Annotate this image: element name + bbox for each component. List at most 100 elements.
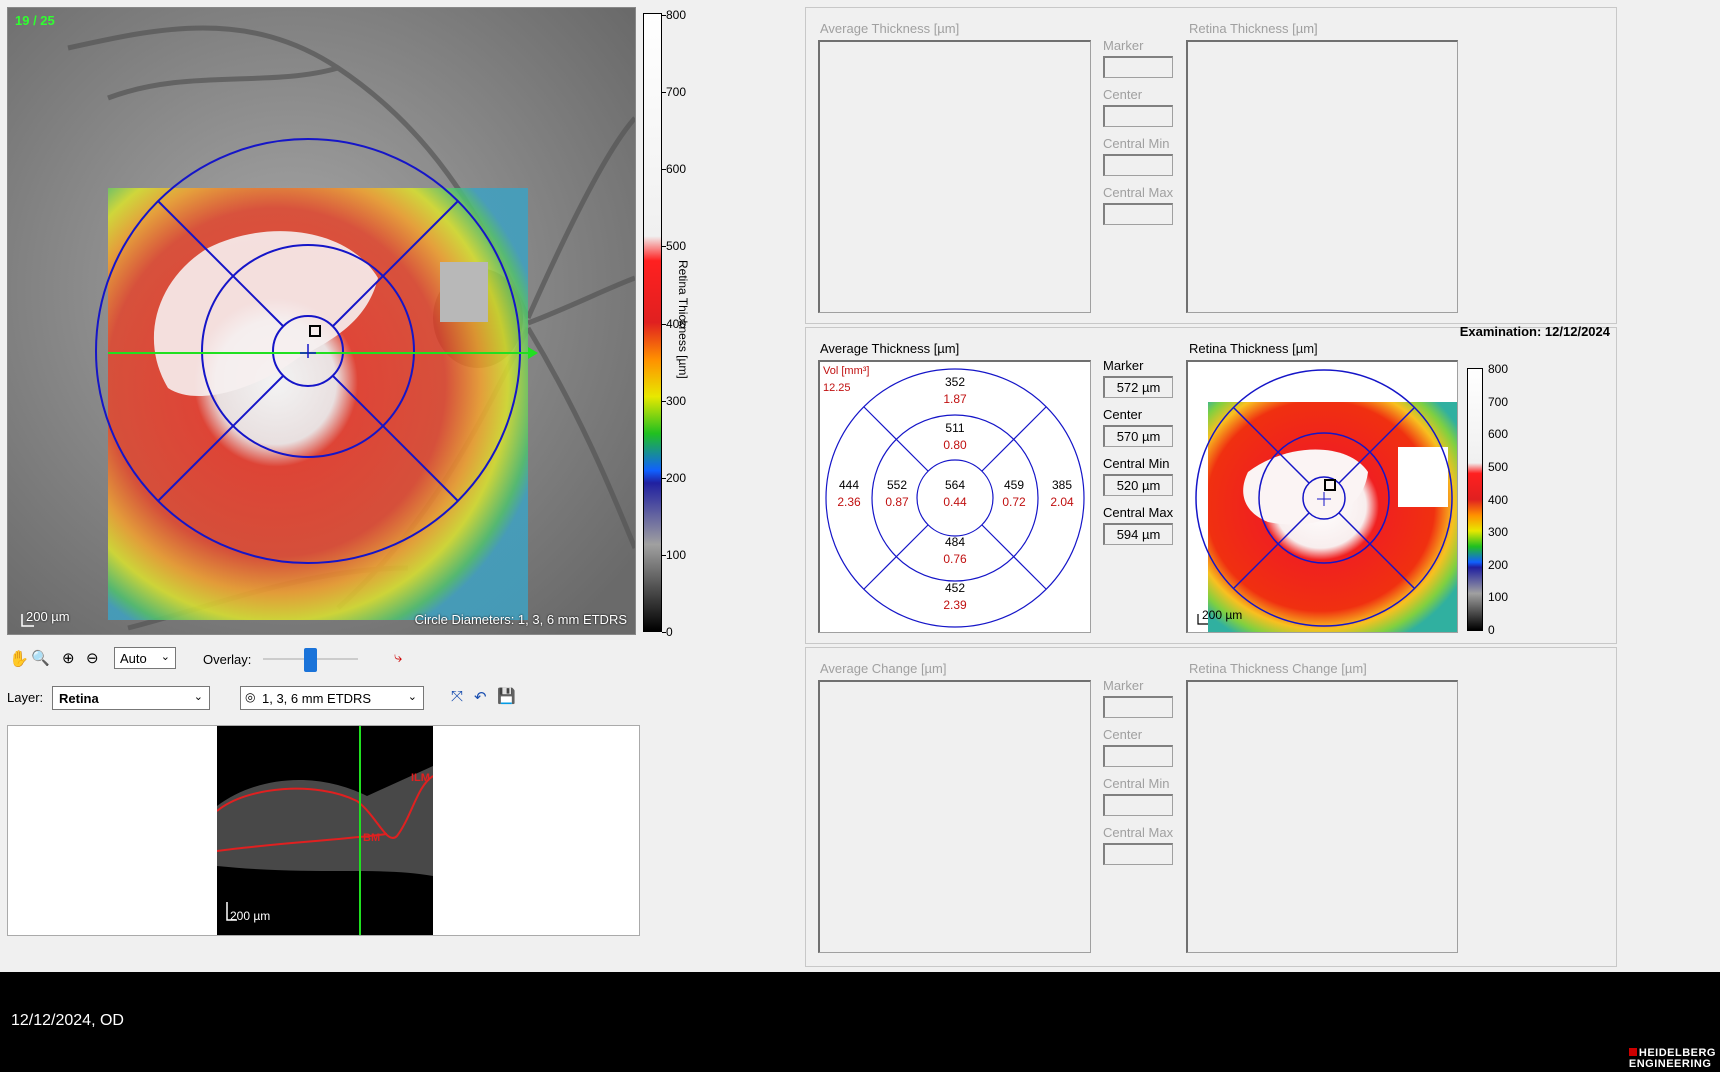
mini-colorbar-tick: 400 bbox=[1488, 492, 1509, 507]
thickness-colorbar bbox=[643, 13, 662, 632]
fundus-thickness-map[interactable]: 19 / 25 200 µm Circle Diameters: 1, 3, 6… bbox=[7, 7, 636, 635]
etdrs-volume-inner-left: 0.87 bbox=[885, 495, 909, 509]
etdrs-volume-outer-sup: 1.87 bbox=[943, 392, 967, 406]
colorbar-tick: 400 bbox=[662, 317, 686, 331]
etdrs-thickness-inner-right: 459 bbox=[1003, 478, 1025, 492]
field-label-marker: Marker bbox=[1103, 358, 1144, 373]
etdrs-thickness-inner-sup: 511 bbox=[945, 421, 965, 435]
field-label-center: Center bbox=[1103, 407, 1143, 422]
avg-thickness-title: Average Thickness [µm] bbox=[820, 341, 960, 356]
field-value-central-max: 594 µm bbox=[1103, 523, 1173, 545]
overlay-slider-thumb[interactable] bbox=[304, 648, 317, 672]
grid-select[interactable]: ◎ 1, 3, 6 mm ETDRS ⌄ bbox=[240, 686, 424, 710]
thickness-map-mini[interactable]: 200 µm bbox=[1186, 360, 1458, 633]
field-value-central-max bbox=[1103, 203, 1173, 225]
field-label-central-max: Central Max bbox=[1103, 825, 1174, 840]
cursor-tool-icon[interactable]: ⤷ bbox=[394, 649, 403, 666]
zoom-select[interactable]: Auto ⌄ bbox=[114, 647, 176, 669]
field-label-central-min: Central Min bbox=[1103, 776, 1170, 791]
mini-colorbar-tick: 600 bbox=[1488, 427, 1509, 442]
thickness-map bbox=[1186, 40, 1458, 313]
layer-select[interactable]: Retina ⌄ bbox=[52, 686, 210, 710]
colorbar-ticks: 800 700 600 500 400 300 200 100 0 bbox=[662, 8, 702, 639]
field-label-center: Center bbox=[1103, 727, 1143, 742]
etdrs-thickness-outer-left: 444 bbox=[838, 478, 860, 492]
avg-change-grid bbox=[818, 680, 1091, 953]
field-label-center: Center bbox=[1103, 87, 1143, 102]
undo-icon[interactable]: ↶ bbox=[474, 689, 487, 706]
brand-line2: ENGINEERING bbox=[1628, 1058, 1712, 1070]
mini-colorbar-ticks: 800 700 600 500 400 300 200 100 0 bbox=[1484, 362, 1524, 637]
etdrs-volume-outer-inf: 2.39 bbox=[943, 598, 967, 612]
image-index-label: 19 / 25 bbox=[15, 13, 55, 28]
change-map-title: Retina Thickness Change [µm] bbox=[1189, 661, 1367, 676]
map-title: Retina Thickness [µm] bbox=[1189, 21, 1318, 36]
map-title: Retina Thickness [µm] bbox=[1189, 341, 1318, 356]
field-label-central-max: Central Max bbox=[1103, 505, 1174, 520]
etdrs-thickness-center: 564 bbox=[944, 478, 966, 492]
mini-colorbar-tick: 200 bbox=[1488, 557, 1509, 572]
volume-value: 12.25 bbox=[823, 382, 851, 394]
field-label-central-min: Central Min bbox=[1103, 456, 1170, 471]
hand-icon[interactable]: ✋ bbox=[9, 651, 29, 668]
field-value-central-max bbox=[1103, 843, 1173, 865]
grid-select-value: 1, 3, 6 mm ETDRS bbox=[262, 691, 372, 706]
heidelberg-logo: HEIDELBERG ENGINEERING bbox=[1628, 1047, 1716, 1070]
overlay-slider[interactable] bbox=[263, 648, 358, 672]
chevron-down-icon: ⌄ bbox=[407, 691, 417, 703]
current-exam-panel: Average Thickness [µm] Vol [mm³] 12.25 5… bbox=[805, 324, 1617, 644]
ilm-label: ILM bbox=[411, 772, 430, 784]
colorbar-tick: 200 bbox=[662, 471, 686, 485]
volume-label: Vol [mm³] bbox=[823, 365, 870, 377]
etdrs-volume-inner-inf: 0.76 bbox=[943, 552, 967, 566]
colorbar-tick: 300 bbox=[662, 394, 686, 408]
etdrs-volume-inner-sup: 0.80 bbox=[943, 438, 967, 452]
field-label-marker: Marker bbox=[1103, 38, 1144, 53]
colorbar-tick: 600 bbox=[662, 162, 686, 176]
mini-colorbar-tick: 100 bbox=[1488, 590, 1509, 605]
zoom-in-icon[interactable]: ⊕ bbox=[62, 650, 75, 667]
etdrs-thickness-outer-right: 385 bbox=[1051, 478, 1073, 492]
bscan-scale-label: 200 µm bbox=[230, 909, 271, 923]
avg-thickness-grid bbox=[818, 40, 1091, 313]
field-value-center bbox=[1103, 745, 1173, 767]
etdrs-volume-outer-right: 2.04 bbox=[1050, 495, 1074, 509]
avg-change-title: Average Change [µm] bbox=[820, 661, 947, 676]
colorbar-tick: 100 bbox=[662, 548, 686, 562]
colorbar-label: Retina Thickness [µm] bbox=[676, 260, 690, 379]
colorbar-tick: 700 bbox=[662, 85, 686, 99]
magnifier-icon[interactable]: 🔍 bbox=[31, 650, 50, 667]
etdrs-grid-chart[interactable]: Vol [mm³] 12.25 564 0.44 511 0.80 484 0.76 552… bbox=[818, 360, 1091, 633]
etdrs-thickness-inner-inf: 484 bbox=[944, 535, 966, 549]
save-icon[interactable]: 💾 bbox=[497, 688, 516, 705]
etdrs-volume-center: 0.44 bbox=[943, 495, 967, 509]
mini-colorbar-tick: 700 bbox=[1488, 394, 1509, 409]
change-map bbox=[1186, 680, 1458, 953]
bscan-viewer[interactable]: ILM BM 200 µm bbox=[7, 725, 640, 936]
field-label-central-min: Central Min bbox=[1103, 136, 1170, 151]
avg-thickness-title: Average Thickness [µm] bbox=[820, 21, 960, 36]
field-value-marker bbox=[1103, 696, 1173, 718]
etdrs-thickness-outer-sup: 352 bbox=[944, 375, 966, 389]
field-value-central-min: 520 µm bbox=[1103, 474, 1173, 496]
overlay-label: Overlay: bbox=[203, 652, 252, 667]
colorbar-tick: 500 bbox=[662, 239, 686, 253]
brand-line1: HEIDELBERG bbox=[1638, 1047, 1716, 1059]
field-label-central-max: Central Max bbox=[1103, 185, 1174, 200]
etdrs-volume-inner-right: 0.72 bbox=[1002, 495, 1026, 509]
colorbar-tick: 0 bbox=[662, 625, 673, 639]
zoom-out-icon[interactable]: ⊖ bbox=[86, 650, 99, 667]
zoom-select-value: Auto bbox=[120, 651, 147, 666]
chevron-down-icon: ⌄ bbox=[160, 651, 170, 663]
field-value-central-min bbox=[1103, 794, 1173, 816]
map-scale-label: 200 µm bbox=[1202, 608, 1243, 622]
field-value-central-min bbox=[1103, 154, 1173, 176]
footer-bar: 12/12/2024, OD HEIDELBERG ENGINEERING bbox=[0, 972, 1720, 1072]
etdrs-grid-icon: ◎ bbox=[245, 690, 256, 704]
bm-label: BM bbox=[363, 832, 381, 844]
layer-select-value: Retina bbox=[59, 691, 99, 706]
fit-icon[interactable]: ⤧ bbox=[451, 688, 464, 705]
change-panel: Average Change [µm] Retina Thickness Cha… bbox=[805, 647, 1617, 967]
scale-bar-label: 200 µm bbox=[26, 609, 70, 624]
mini-colorbar-tick: 800 bbox=[1488, 362, 1509, 376]
